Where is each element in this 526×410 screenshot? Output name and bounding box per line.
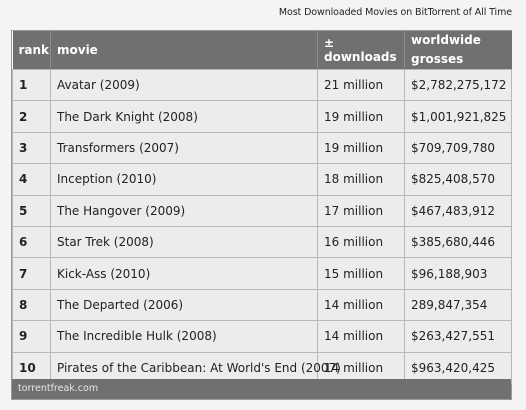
table-row: 1 Avatar (2009) 21 million $2,782,275,172 <box>12 68 512 102</box>
cell-rank: 1 <box>12 68 51 102</box>
cell-movie: The Incredible Hulk (2008) <box>50 320 318 353</box>
header-grosses-label: worldwide grosses <box>411 33 481 66</box>
header-movie: movie <box>50 31 318 70</box>
table-row: 7 Kick-Ass (2010) 15 million $96,188,903 <box>12 257 512 290</box>
cell-grosses: $385,680,446 <box>404 225 512 259</box>
cell-grosses: $1,001,921,825 <box>404 100 512 133</box>
cell-movie: The Dark Knight (2008) <box>50 100 318 133</box>
header-downloads: ± downloads <box>317 31 405 70</box>
header-rank: rank <box>12 31 51 70</box>
cell-movie: Transformers (2007) <box>50 131 318 165</box>
cell-downloads: 16 million <box>317 225 405 259</box>
cell-downloads: 21 million <box>317 68 405 102</box>
cell-grosses: $709,709,780 <box>404 131 512 165</box>
cell-grosses: $467,483,912 <box>404 194 512 227</box>
movies-table-container: rank movie ± downloads worldwide grosses… <box>11 30 512 400</box>
cell-grosses: $2,782,275,172 <box>404 68 512 102</box>
table-row: 9 The Incredible Hulk (2008) 14 million $26… <box>12 320 512 353</box>
cell-movie: Inception (2010) <box>50 163 318 196</box>
cell-downloads: 14 million <box>317 320 405 353</box>
cell-movie: Kick-Ass (2010) <box>50 257 318 290</box>
cell-rank: 10 <box>12 351 51 384</box>
cell-rank: 4 <box>12 163 51 196</box>
cell-downloads: 19 million <box>317 100 405 133</box>
cell-rank: 2 <box>12 100 51 133</box>
header-grosses: worldwide grosses <box>404 31 512 70</box>
cell-downloads: 19 million <box>317 131 405 165</box>
cell-grosses: $963,420,425 <box>404 351 512 384</box>
table-body: 1 Avatar (2009) 21 million $2,782,275,172 2 T… <box>12 68 512 384</box>
cell-rank: 5 <box>12 194 51 227</box>
table-row: 10 Pirates of the Caribbean: At World's E… <box>12 351 512 384</box>
source-footer: torrentfreak.com <box>12 379 511 399</box>
cell-grosses: $263,427,551 <box>404 320 512 353</box>
table-row: 3 Transformers (2007) 19 million $709,709,7… <box>12 131 512 165</box>
table-row: 8 The Departed (2006) 14 million 289,847,35… <box>12 288 512 322</box>
table-row: 5 The Hangover (2009) 17 million $467,483,9… <box>12 194 512 227</box>
cell-rank: 9 <box>12 320 51 353</box>
table-caption: Most Downloaded Movies on BitTorrent of … <box>278 7 512 18</box>
cell-movie: Star Trek (2008) <box>50 225 318 259</box>
cell-downloads: 14 million <box>317 288 405 322</box>
table-row: 6 Star Trek (2008) 16 million $385,680,446 <box>12 225 512 259</box>
table-row: 2 The Dark Knight (2008) 19 million $1,001,… <box>12 100 512 133</box>
table-row: 4 Inception (2010) 18 million $825,408,570 <box>12 163 512 196</box>
table-header-row: rank movie ± downloads worldwide grosses <box>12 31 512 70</box>
cell-grosses: $96,188,903 <box>404 257 512 290</box>
movies-table: rank movie ± downloads worldwide grosses… <box>12 31 512 384</box>
cell-movie: The Departed (2006) <box>50 288 318 322</box>
cell-grosses: 289,847,354 <box>404 288 512 322</box>
cell-movie: The Hangover (2009) <box>50 194 318 227</box>
cell-downloads: 15 million <box>317 257 405 290</box>
cell-rank: 3 <box>12 131 51 165</box>
cell-rank: 8 <box>12 288 51 322</box>
cell-rank: 6 <box>12 225 51 259</box>
cell-rank: 7 <box>12 257 51 290</box>
cell-movie: Pirates of the Caribbean: At World's End… <box>50 351 341 384</box>
cell-movie: Avatar (2009) <box>50 68 318 102</box>
cell-downloads: 17 million <box>317 194 405 227</box>
cell-grosses: $825,408,570 <box>404 163 512 196</box>
cell-downloads: 18 million <box>317 163 405 196</box>
